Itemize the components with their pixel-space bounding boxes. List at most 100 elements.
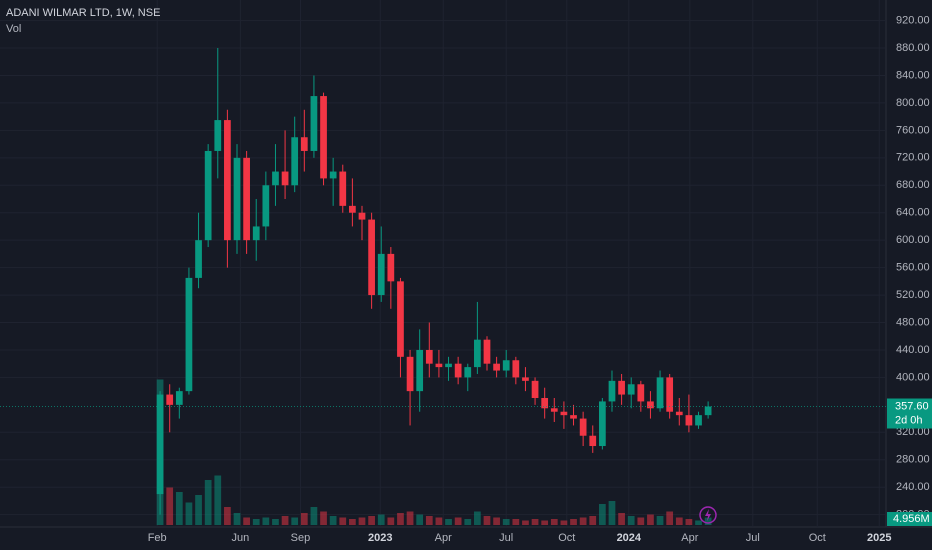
y-tick-label: 400.00 — [896, 371, 930, 383]
candle-body — [425, 349, 433, 364]
candle-body — [243, 157, 250, 241]
volume-bar — [454, 517, 462, 525]
x-tick-label: 2023 — [368, 532, 392, 544]
price-label-box — [887, 398, 932, 429]
volume-bar — [243, 517, 250, 525]
candle-body — [512, 360, 520, 378]
volume-bar — [695, 520, 702, 525]
x-tick-label: 2024 — [617, 532, 642, 544]
candle-body — [608, 380, 616, 402]
volume-bar — [522, 520, 529, 525]
y-tick-label: 760.00 — [896, 124, 930, 136]
volume-bar — [214, 475, 222, 525]
candle-body — [647, 401, 654, 409]
y-tick-label: 800.00 — [896, 97, 930, 109]
volume-bar — [570, 519, 577, 525]
volume-bar — [425, 516, 433, 525]
volume-bar — [320, 511, 327, 525]
axes: 200.00240.00280.00320.00400.00440.00480.… — [0, 14, 932, 544]
candle-body — [454, 363, 462, 378]
candle-body — [185, 277, 193, 392]
candle-body — [560, 411, 568, 416]
volume-bar — [589, 516, 597, 525]
x-tick-label: 2025 — [867, 532, 891, 544]
candle-body — [541, 397, 549, 409]
volume-bar — [647, 514, 654, 525]
y-tick-label: 920.00 — [896, 14, 930, 26]
candle-body — [281, 171, 289, 186]
candle-body — [262, 185, 270, 227]
x-tick-label: Sep — [291, 532, 311, 544]
volume-bar — [560, 520, 568, 525]
y-tick-label: 560.00 — [896, 262, 930, 274]
candle-body — [300, 137, 308, 151]
volume-bar — [464, 519, 472, 525]
candle-body — [416, 349, 424, 392]
volume-bar — [329, 516, 337, 525]
volume-bar — [272, 519, 279, 525]
volume-bar — [675, 517, 683, 525]
candle-body — [204, 150, 212, 241]
x-tick-label: Apr — [681, 532, 698, 544]
y-tick-label: 520.00 — [896, 289, 930, 301]
x-tick-label: Oct — [558, 532, 575, 544]
y-tick-label: 640.00 — [896, 207, 930, 219]
candle-body — [445, 363, 452, 368]
volume-bar — [368, 516, 375, 525]
volume-bar — [204, 480, 212, 525]
candle-body — [579, 418, 587, 436]
y-tick-label: 840.00 — [896, 69, 930, 81]
candle-body — [474, 339, 481, 368]
y-tick-label: 240.00 — [896, 481, 930, 493]
candle-body — [310, 96, 318, 151]
candle-body — [675, 411, 683, 416]
volume-bar — [704, 517, 712, 525]
volume-bar — [397, 513, 404, 525]
candle-body — [397, 281, 404, 357]
x-tick-label: Jul — [499, 532, 513, 544]
candle-body — [368, 219, 375, 296]
candle-body — [214, 120, 222, 151]
volume-bar — [416, 514, 424, 525]
lightning-icon[interactable] — [699, 506, 717, 524]
volume-bar — [627, 516, 635, 525]
volume-bar — [166, 487, 174, 525]
candle-body — [320, 96, 327, 179]
volume-bar — [579, 517, 587, 525]
x-tick-label: Apr — [435, 532, 452, 544]
candle-body — [704, 406, 712, 416]
volume-bar — [531, 519, 539, 525]
volume-bar — [502, 519, 510, 525]
candle-body — [358, 212, 366, 220]
x-tick-label: Jul — [746, 532, 760, 544]
volume-bar — [474, 511, 481, 525]
candle-body — [550, 408, 558, 412]
candles — [156, 48, 712, 515]
candle-body — [233, 157, 241, 241]
volume-bar — [349, 519, 356, 525]
x-tick-label: Oct — [809, 532, 826, 544]
volume-bar — [435, 517, 443, 525]
candle-body — [531, 380, 539, 398]
volume-bar — [656, 516, 664, 525]
volume-bar — [685, 519, 693, 525]
candle-body — [175, 391, 183, 405]
candle-body — [195, 240, 202, 278]
volume-bar — [666, 511, 674, 525]
y-tick-label: 720.00 — [896, 152, 930, 164]
grid — [0, 0, 886, 527]
volume-bar — [339, 517, 347, 525]
candle-body — [329, 171, 337, 179]
y-tick-label: 880.00 — [896, 42, 930, 54]
volume-title: Vol — [6, 23, 21, 35]
price-label: 357.60 — [895, 400, 929, 412]
volume-bar — [493, 517, 500, 525]
volume-bar — [598, 504, 606, 525]
candle-body — [291, 137, 299, 186]
volume-bar — [608, 501, 616, 525]
candle-body — [464, 367, 472, 378]
candle-body — [627, 384, 635, 395]
volume-bar — [406, 511, 414, 525]
